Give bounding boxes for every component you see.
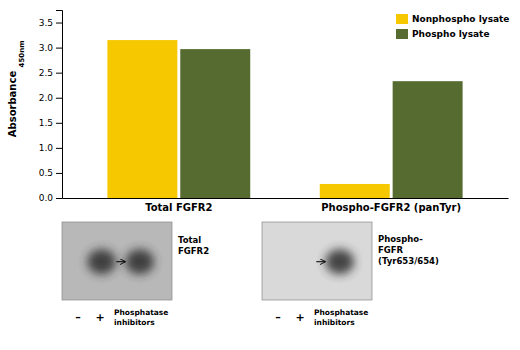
- x-axis-line: [63, 198, 509, 199]
- blot-text-line: Phosphatase: [114, 308, 168, 317]
- blot-text: Phosphataseinhibitors: [114, 308, 168, 327]
- y-tick-label: 1.0: [39, 143, 54, 153]
- bar-series: [107, 40, 389, 198]
- bar: [393, 81, 463, 198]
- chart: 0.0 0.5 1.0 1.5 2.0 2.5 3.0 3.5 Total FGFR2 Phosp…: [0, 0, 520, 350]
- y-axis: 0.0 0.5 1.0 1.5 2.0 2.5 3.0 3.5: [39, 11, 63, 204]
- y-tick-mark: [56, 73, 62, 74]
- bars: [107, 40, 462, 198]
- legend-label: Nonphospho lysate: [412, 14, 509, 24]
- x-axis: Total FGFR2 Phospho-FGFR2 (panTyr): [63, 199, 509, 214]
- blot-arrow: [116, 261, 125, 262]
- y-tick-mark: [56, 23, 62, 24]
- blot-frame: [262, 222, 372, 300]
- x-tick: Phospho-FGFR2 (panTyr): [321, 202, 461, 213]
- legend-item: Phospho lysate: [396, 29, 490, 40]
- blot-label-line: (Tyr653/654): [378, 256, 439, 266]
- y-tick: 0.0: [39, 193, 62, 203]
- y-tick: 1.5: [39, 118, 62, 128]
- blot-label: Phospho-FGFR(Tyr653/654): [378, 234, 439, 266]
- legend-swatch: [396, 29, 408, 39]
- y-tick-label: 0.5: [39, 168, 53, 178]
- y-axis-title: Absorbance: [7, 71, 18, 138]
- blot-frame: [62, 222, 172, 300]
- blot-plus: +: [95, 311, 104, 324]
- legend: Nonphospho lysate Phospho lysate: [396, 14, 509, 40]
- blot-plus: +: [295, 311, 304, 324]
- y-tick-mark: [56, 123, 62, 124]
- y-tick-mark: [56, 148, 62, 149]
- legend-item: Nonphospho lysate: [396, 14, 509, 25]
- blot-band: [125, 249, 154, 274]
- blot-image: [262, 222, 372, 300]
- blot-label-line: Phospho-: [378, 234, 423, 244]
- y-tick-mark: [56, 98, 62, 99]
- blot-minus: –: [275, 311, 281, 324]
- y-tick-mark: [56, 48, 62, 49]
- x-tick-label: Phospho-FGFR2 (panTyr): [321, 202, 461, 213]
- blot-background: [262, 222, 372, 300]
- bar: [180, 49, 250, 198]
- blot-minus-line: –: [275, 311, 281, 324]
- bar: [320, 184, 390, 198]
- y-tick: 0.5: [39, 168, 62, 178]
- blot-label-line: Total: [178, 234, 201, 244]
- blot-text-line: inhibitors: [114, 318, 155, 327]
- blot-plus-line: +: [295, 311, 304, 324]
- y-tick: 2.5: [39, 68, 62, 78]
- blot-minus: –: [75, 311, 81, 324]
- y-axis-line: [56, 11, 63, 199]
- x-tick: Total FGFR2: [145, 202, 212, 213]
- blot-panel: [262, 222, 372, 300]
- y-tick-label: 1.5: [39, 118, 53, 128]
- blot-background: [62, 222, 172, 300]
- bar-series: [180, 49, 462, 198]
- blot-label-line: FGFR: [378, 245, 404, 255]
- y-tick-label: 0.0: [39, 193, 54, 203]
- blot-minus-line: –: [75, 311, 81, 324]
- blot-panel: [62, 222, 172, 300]
- blot-text-line: inhibitors: [314, 318, 355, 327]
- y-tick: 1.0: [39, 143, 62, 153]
- x-tick-label: Total FGFR2: [145, 202, 212, 213]
- blot-label-line: FGFR2: [178, 245, 209, 255]
- legend-swatch: [396, 14, 408, 24]
- y-tick-label: 2.5: [39, 68, 53, 78]
- bar: [107, 40, 177, 198]
- y-axis-subscript: 450nm: [18, 41, 26, 68]
- blot-plus-line: +: [95, 311, 104, 324]
- blot-image: [62, 222, 172, 300]
- y-tick: 2.0: [39, 93, 62, 103]
- y-tick: 3.5: [39, 18, 62, 28]
- y-tick-mark: [56, 198, 62, 199]
- y-tick-label: 3.0: [39, 43, 54, 53]
- y-tick-mark: [56, 173, 62, 174]
- blot-label: TotalFGFR2: [178, 234, 209, 255]
- legend-label: Phospho lysate: [412, 29, 490, 39]
- blot-band: [325, 249, 354, 274]
- blot-text-line: Phosphatase: [314, 308, 368, 317]
- blot-band: [87, 249, 116, 274]
- y-tick: 3.0: [39, 43, 62, 53]
- blot-arrow: [316, 261, 325, 262]
- y-tick-label: 3.5: [39, 18, 53, 28]
- blot-text: Phosphataseinhibitors: [314, 308, 368, 327]
- y-tick-label: 2.0: [39, 93, 54, 103]
